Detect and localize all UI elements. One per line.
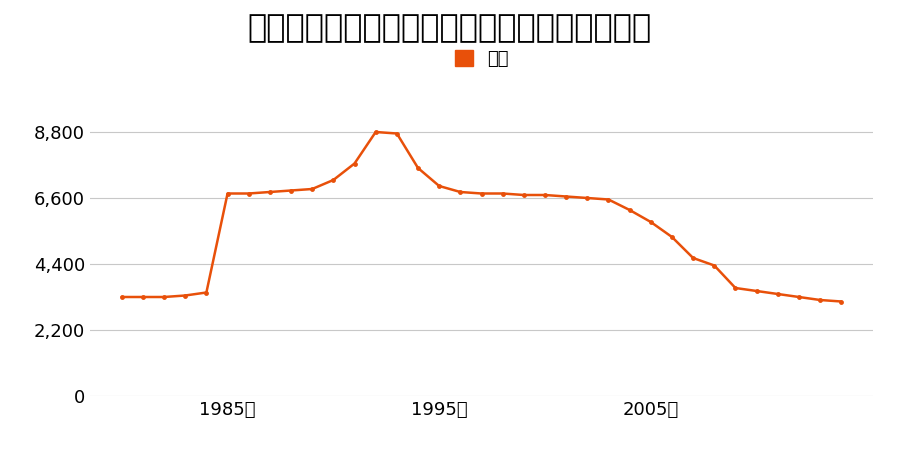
価格 <box>265 189 275 195</box>
価格 <box>454 189 465 195</box>
価格 <box>180 293 191 298</box>
価格 <box>772 291 783 297</box>
価格 <box>645 219 656 225</box>
Line: 価格: 価格 <box>120 130 843 304</box>
価格 <box>540 192 551 198</box>
価格 <box>349 161 360 166</box>
価格 <box>434 183 445 189</box>
Legend: 価格: 価格 <box>447 43 516 76</box>
価格 <box>688 255 698 261</box>
Text: 愛知県豊田市舞木町小原１０３６番の地価推移: 愛知県豊田市舞木町小原１０３６番の地価推移 <box>248 14 652 45</box>
価格 <box>667 234 678 240</box>
価格 <box>498 191 508 196</box>
価格 <box>603 197 614 202</box>
価格 <box>836 299 847 304</box>
価格 <box>370 129 381 135</box>
価格 <box>814 297 825 303</box>
価格 <box>752 288 762 294</box>
価格 <box>730 285 741 291</box>
価格 <box>476 191 487 196</box>
価格 <box>158 294 169 300</box>
価格 <box>709 263 720 268</box>
価格 <box>561 194 572 199</box>
価格 <box>625 207 635 213</box>
価格 <box>518 192 529 198</box>
価格 <box>412 165 423 171</box>
価格 <box>201 290 212 295</box>
価格 <box>582 195 593 201</box>
価格 <box>116 294 127 300</box>
価格 <box>285 188 296 193</box>
価格 <box>392 131 402 136</box>
価格 <box>138 294 148 300</box>
価格 <box>222 191 233 196</box>
価格 <box>328 177 338 183</box>
価格 <box>307 186 318 192</box>
価格 <box>794 294 805 300</box>
価格 <box>243 191 254 196</box>
